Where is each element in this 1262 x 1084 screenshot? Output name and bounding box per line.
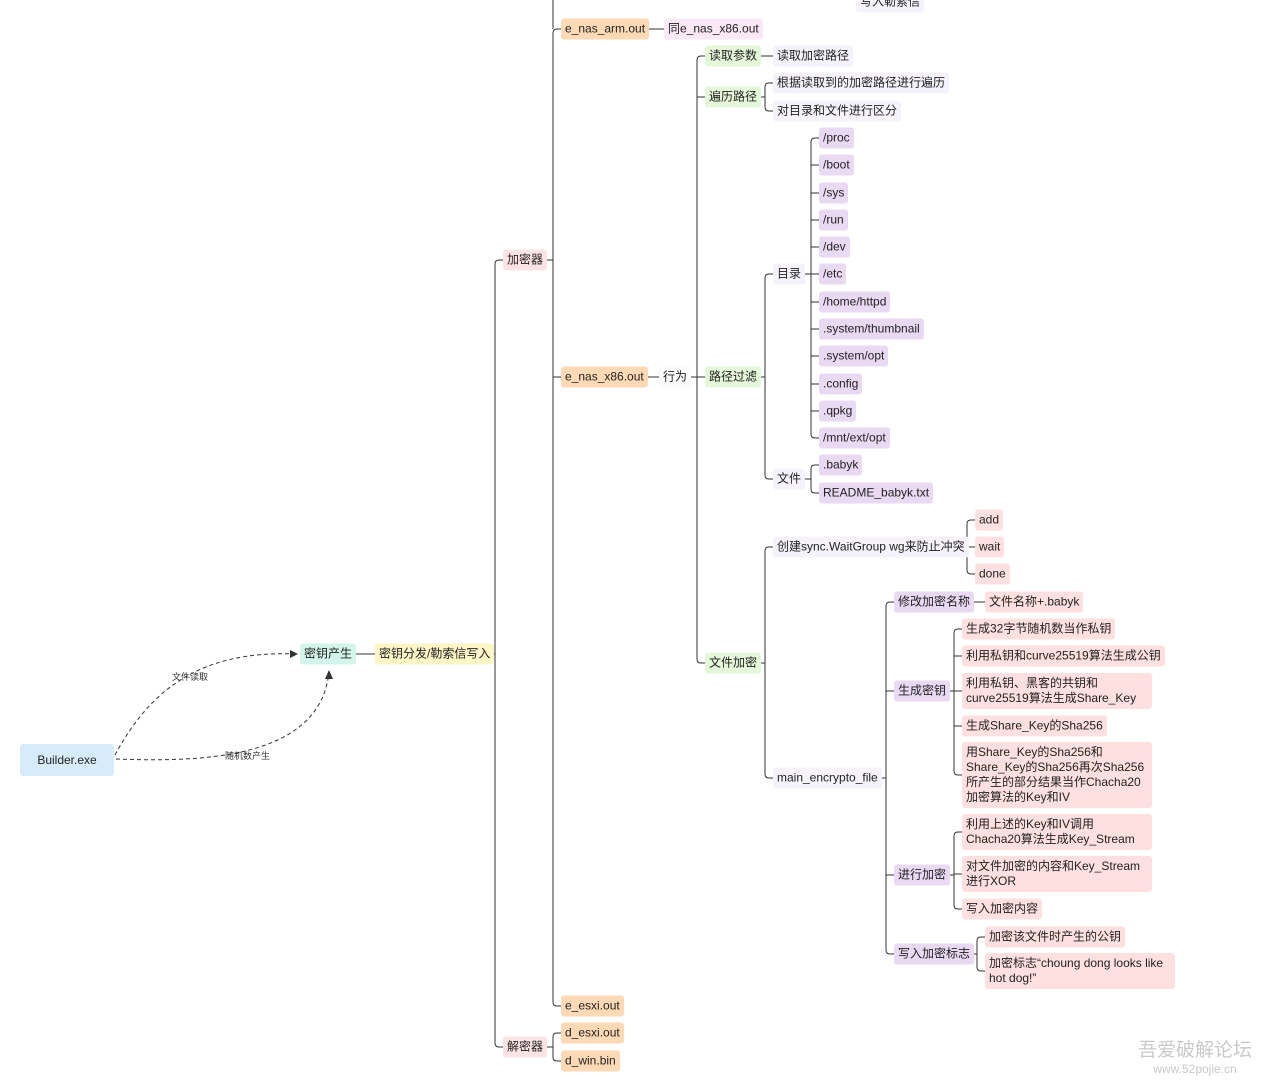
connector	[552, 28, 558, 34]
connector	[953, 770, 959, 776]
dashed-edge	[115, 671, 330, 761]
watermark-url: www.52pojie.cn	[1153, 1062, 1237, 1076]
node: /dev	[819, 236, 850, 258]
node: 写入加密标志	[894, 943, 975, 965]
node: wait	[975, 536, 1005, 558]
node: 利用上述的Key和IV调用Chacha20算法生成Key_Stream	[962, 814, 1152, 850]
node: 生成32字节随机数当作私钥	[962, 618, 1116, 640]
node: 同e_nas_x86.out	[664, 18, 763, 40]
node: 生成Share_Key的Sha256	[962, 715, 1107, 737]
connector	[966, 569, 972, 575]
node: 利用私钥、黑客的共钥和curve25519算法生成Share_Key	[962, 673, 1152, 709]
connector	[810, 464, 816, 470]
node: 加密器	[503, 249, 548, 271]
connector	[810, 433, 816, 439]
node: 文件名称+.babyk	[985, 591, 1084, 613]
node: /home/httpd	[819, 291, 891, 313]
connector	[810, 137, 816, 143]
watermark: 吾爱破解论坛 www.52pojie.cn	[1138, 1035, 1252, 1076]
node: d_esxi.out	[561, 1022, 624, 1044]
node: main_encrypto_file	[773, 767, 882, 789]
connector	[764, 546, 770, 552]
node: 行为	[659, 366, 692, 388]
node: 写入加密内容	[962, 898, 1043, 920]
node: 路径过滤	[705, 366, 762, 388]
node: 文件	[773, 468, 806, 490]
node: 创建sync.WaitGroup wg来防止冲突	[773, 536, 969, 558]
connector	[953, 831, 959, 837]
connector	[953, 904, 959, 910]
connector	[552, 1001, 558, 1007]
connector	[494, 259, 500, 265]
node: 修改加密名称	[894, 591, 975, 613]
node: e_nas_arm.out	[561, 18, 650, 40]
builder-node: Builder.exe	[20, 744, 114, 776]
connector	[552, 1056, 558, 1062]
node: /boot	[819, 154, 854, 176]
arrow	[290, 650, 298, 658]
node: e_nas_x86.out	[561, 366, 648, 388]
node: 读取加密路径	[773, 45, 854, 67]
connector	[764, 106, 770, 112]
node: 对文件加密的内容和Key_Stream进行XOR	[962, 856, 1152, 892]
node: .config	[819, 373, 863, 395]
node: 加密该文件时产生的公钥	[985, 926, 1126, 948]
node: 遍历路径	[705, 86, 762, 108]
connector	[696, 55, 702, 61]
node: done	[975, 563, 1010, 585]
node: e_esxi.out	[561, 995, 624, 1017]
connector	[810, 488, 816, 494]
node: /mnt/ext/opt	[819, 427, 890, 449]
node: .qpkg	[819, 400, 857, 422]
node: README_babyk.txt	[819, 482, 934, 504]
node: /sys	[819, 182, 849, 204]
node: 密钥分发/勒索信写入	[375, 643, 495, 665]
edge-label: 随机数产生	[225, 751, 271, 761]
connector	[885, 949, 891, 955]
connector	[696, 658, 702, 664]
connector	[764, 82, 770, 88]
connector	[966, 519, 972, 525]
node: 密钥产生	[300, 643, 357, 665]
node: 读取参数	[705, 45, 762, 67]
node: add	[975, 509, 1004, 531]
connector	[764, 273, 770, 279]
node: /etc	[819, 263, 847, 285]
arrow	[325, 670, 333, 679]
node: /run	[819, 209, 848, 231]
connector	[976, 936, 982, 942]
connector	[764, 773, 770, 779]
node: 用Share_Key的Sha256和Share_Key的Sha256再次Sha2…	[962, 742, 1152, 808]
connector	[764, 474, 770, 480]
connector	[494, 1042, 500, 1048]
connector	[953, 628, 959, 634]
node: 目录	[773, 263, 806, 285]
node: 进行加密	[894, 864, 951, 886]
watermark-title: 吾爱破解论坛	[1137, 1040, 1252, 1061]
node: 写入勒索信	[856, 0, 925, 13]
node: .babyk	[819, 454, 863, 476]
node: d_win.bin	[561, 1050, 620, 1072]
node: 根据读取到的加密路径进行遍历	[773, 72, 950, 94]
node: 对目录和文件进行区分	[773, 100, 902, 122]
node: .system/opt	[819, 345, 889, 367]
node: 利用私钥和curve25519算法生成公钥	[962, 645, 1165, 667]
connector	[885, 601, 891, 607]
edge-label: 文件读取	[172, 672, 209, 682]
node: 生成密钥	[894, 680, 951, 702]
node: 文件加密	[705, 652, 762, 674]
node: .system/thumbnail	[819, 318, 924, 340]
connector	[552, 1032, 558, 1038]
dashed-edge	[114, 653, 297, 756]
node: /proc	[819, 127, 854, 149]
node: 解密器	[503, 1036, 548, 1058]
connector	[976, 966, 982, 972]
node: 加密标志“choung dong looks like hot dog!”	[985, 953, 1175, 989]
